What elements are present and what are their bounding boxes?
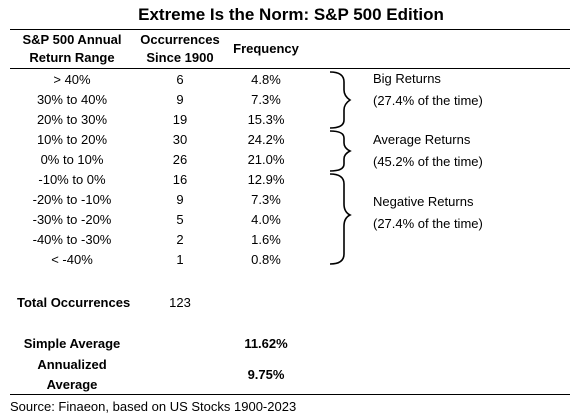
frequency-cell: 0.8%	[251, 252, 281, 267]
header-return-range: S&P 500 Annual Return Range	[22, 32, 122, 65]
frequency-cell: 7.3%	[251, 192, 281, 207]
table-row: 20% to 30% 19 15.3%	[10, 110, 310, 130]
table-title: Extreme Is the Norm: S&P 500 Edition	[138, 5, 444, 24]
annualized-average-label: Annualized Average	[37, 357, 107, 392]
frequency-cell: 7.3%	[251, 92, 281, 107]
table-row: 10% to 20% 30 24.2%	[10, 130, 310, 150]
table-row: > 40% 6 4.8%	[10, 70, 310, 90]
header-frequency: Frequency	[233, 41, 299, 56]
range-cell: -10% to 0%	[38, 172, 106, 187]
occurrences-cell: 9	[176, 92, 184, 107]
average-returns-label: Average Returns (45.2% of the time)	[373, 132, 483, 169]
occurrences-cell: 26	[172, 152, 188, 167]
range-cell: -40% to -30%	[32, 232, 112, 247]
occurrences-cell: 19	[172, 112, 188, 127]
title-rule	[10, 29, 570, 30]
occurrences-cell: 16	[172, 172, 188, 187]
occurrences-cell: 2	[176, 232, 184, 247]
occurrences-cell: 6	[176, 72, 184, 87]
total-occurrences-value: 123	[169, 295, 191, 310]
big-returns-bracket-icon	[329, 71, 352, 129]
negative-returns-label: Negative Returns (27.4% of the time)	[373, 194, 483, 231]
simple-average-value: 11.62%	[244, 336, 288, 351]
occurrences-cell: 9	[176, 192, 184, 207]
simple-average-label: Simple Average	[23, 336, 121, 351]
header-occurrences: Occurrences Since 1900	[140, 32, 220, 65]
frequency-cell: 1.6%	[251, 232, 281, 247]
occurrences-cell: 5	[176, 212, 184, 227]
range-cell: 20% to 30%	[36, 112, 108, 127]
range-cell: < -40%	[51, 252, 93, 267]
frequency-cell: 15.3%	[247, 112, 285, 127]
range-cell: -30% to -20%	[32, 212, 112, 227]
average-returns-bracket-icon	[329, 130, 352, 172]
total-occurrences-label: Total Occurrences	[17, 295, 131, 310]
frequency-cell: 12.9%	[247, 172, 285, 187]
range-cell: 10% to 20%	[36, 132, 108, 147]
bracket-group-icon	[329, 71, 352, 265]
table-row: 30% to 40% 9 7.3%	[10, 90, 310, 110]
table-row: 0% to 10% 26 21.0%	[10, 150, 310, 170]
frequency-cell: 4.8%	[251, 72, 281, 87]
source-note: Source: Finaeon, based on US Stocks 1900…	[10, 399, 297, 414]
table-row: < -40% 1 0.8%	[10, 250, 310, 270]
table-row: -30% to -20% 5 4.0%	[10, 210, 310, 230]
occurrences-cell: 1	[176, 252, 184, 267]
annualized-average-value: 9.75%	[247, 367, 285, 382]
table-row: -10% to 0% 16 12.9%	[10, 170, 310, 190]
data-table: > 40% 6 4.8% 30% to 40% 9 7.3% 20% to 30…	[10, 70, 310, 270]
occurrences-cell: 30	[172, 132, 188, 147]
frequency-cell: 4.0%	[251, 212, 281, 227]
range-cell: 30% to 40%	[36, 92, 108, 107]
range-cell: -20% to -10%	[32, 192, 112, 207]
negative-returns-bracket-icon	[329, 173, 352, 265]
table-row: -40% to -30% 2 1.6%	[10, 230, 310, 250]
frequency-cell: 24.2%	[247, 132, 285, 147]
footer-rule	[10, 394, 570, 395]
header-rule	[10, 68, 570, 69]
big-returns-label: Big Returns (27.4% of the time)	[373, 71, 483, 108]
frequency-cell: 21.0%	[247, 152, 285, 167]
range-cell: > 40%	[53, 72, 91, 87]
range-cell: 0% to 10%	[40, 152, 104, 167]
table-row: -20% to -10% 9 7.3%	[10, 190, 310, 210]
